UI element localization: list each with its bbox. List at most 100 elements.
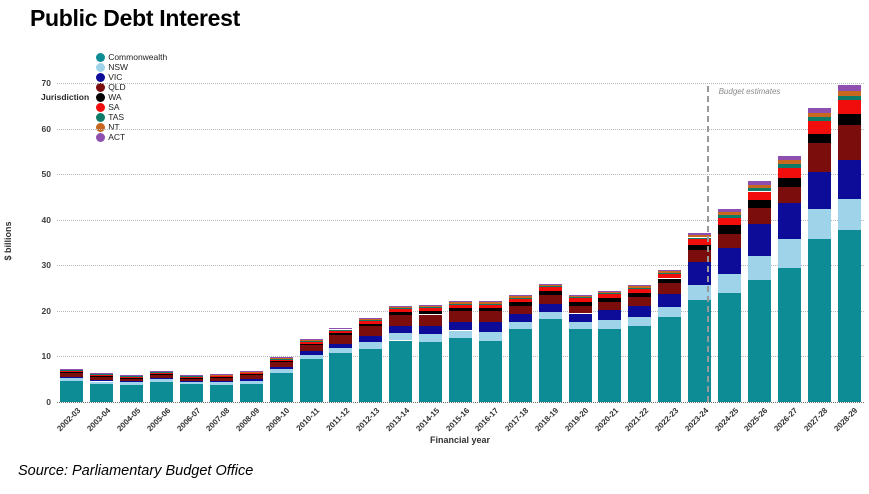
- bar-segment-2027-28-act: [807, 107, 831, 113]
- bar-segment-2022-23-nt: [658, 271, 682, 273]
- bar-segment-2020-21-tas: [598, 292, 622, 294]
- y-tick-label: 0: [46, 397, 51, 407]
- bar-segment-2009-10-wa: [269, 361, 293, 363]
- bar-segment-2017-18-act: [508, 295, 532, 297]
- bar-segment-2013-14-commonwealth: [389, 340, 413, 402]
- bar-segment-2017-18-tas: [508, 297, 532, 299]
- legend-item-label: SA: [108, 102, 120, 112]
- bar-segment-2021-22-sa: [628, 289, 652, 294]
- x-tick-label: 2019-20: [563, 406, 591, 434]
- x-tick-label: 2011-12: [324, 406, 352, 433]
- bar-segment-2026-27-act: [777, 155, 801, 161]
- bar-segment-2026-27-qld: [777, 186, 801, 204]
- legend-item-commonwealth: Commonwealth: [96, 52, 167, 62]
- bar-segment-2008-09-commonwealth: [239, 383, 263, 402]
- bar-segment-2021-22-wa: [628, 293, 652, 298]
- bar-segment-2010-11-vic: [299, 351, 323, 355]
- bar-segment-2007-08-qld: [209, 377, 233, 381]
- bar-segment-2005-06-commonwealth: [150, 381, 174, 402]
- bar-segment-2017-18-wa: [508, 301, 532, 306]
- bar-segment-2011-12-qld: [329, 335, 353, 344]
- bar-segment-2006-07-qld: [180, 378, 203, 381]
- bar-segment-2028-29-tas: [837, 95, 861, 101]
- bar-segment-2011-12-nsw: [329, 348, 353, 354]
- bar-segment-2021-22-nsw: [628, 317, 652, 327]
- bar-segment-2003-04-nt: [90, 373, 114, 374]
- bar-segment-2014-15-sa: [419, 308, 443, 312]
- budget-estimates-label: Budget estimates: [718, 87, 781, 96]
- bar-segment-2012-13-act: [359, 317, 383, 319]
- bar-segment-2028-29-wa: [837, 114, 861, 125]
- legend-swatch-icon: [96, 122, 106, 132]
- bar-segment-2020-21-nt: [598, 291, 622, 293]
- bar-segment-2011-12-sa: [329, 330, 353, 334]
- legend-item-sa: SA: [96, 102, 167, 112]
- bar-segment-2025-26-sa: [747, 191, 771, 201]
- bar-segment-2028-29-nsw: [837, 198, 861, 230]
- bar-segment-2005-06-sa: [150, 372, 174, 374]
- bar-segment-2028-29-nt: [837, 90, 861, 96]
- y-tick-label: 70: [41, 78, 51, 88]
- y-axis-title: $ billions: [3, 221, 13, 261]
- bar-segment-2016-17-commonwealth: [478, 340, 502, 402]
- legend-item-label: NT: [108, 122, 120, 132]
- bar-segment-2015-16-wa: [449, 307, 472, 312]
- bar-segment-2011-12-vic: [329, 343, 353, 349]
- bar-segment-2003-04-qld: [90, 376, 114, 381]
- bar-segment-2002-03-nt: [60, 369, 84, 371]
- bar-segment-2024-25-qld: [718, 234, 741, 248]
- bar-segment-2010-11-nsw: [299, 354, 323, 360]
- legend-items: Commonwealth NSW VIC QLD WA SA TAS NT ACT: [96, 52, 174, 142]
- bar-segment-2002-03-commonwealth: [60, 380, 84, 402]
- bar-segment-2017-18-vic: [508, 314, 532, 322]
- page-title: Public Debt Interest: [30, 5, 240, 31]
- bar-segment-2005-06-nt: [150, 371, 174, 372]
- x-tick-label: 2024-25: [712, 406, 740, 434]
- x-tick-label: 2006-07: [174, 406, 202, 434]
- bar-segment-2012-13-nt: [359, 318, 383, 320]
- bar-segment-2011-12-commonwealth: [329, 353, 353, 402]
- bar-segment-2010-11-qld: [299, 345, 323, 351]
- bar-segment-2007-08-tas: [209, 375, 233, 376]
- bar-segment-2027-28-nt: [807, 112, 831, 118]
- bar-segment-2010-11-tas: [299, 340, 323, 342]
- bar-segment-2002-03-nsw: [60, 378, 84, 381]
- bar-segment-2023-24-qld: [688, 250, 712, 262]
- bar-segment-2016-17-nt: [478, 302, 502, 304]
- x-tick-label: 2014-15: [413, 406, 441, 434]
- bar-segment-2021-22-tas: [628, 287, 652, 289]
- bar-segment-2021-22-vic: [628, 305, 652, 318]
- bar-segment-2014-15-vic: [419, 325, 443, 334]
- bar-segment-2005-06-tas: [150, 371, 174, 373]
- bar-segment-2026-27-vic: [777, 203, 801, 240]
- bar-segment-2020-21-act: [598, 290, 622, 292]
- bar-segment-2008-09-sa: [239, 372, 263, 375]
- bar-segment-2021-22-nt: [628, 286, 652, 288]
- legend-swatch-icon: [96, 72, 106, 82]
- bar-segment-2005-06-wa: [150, 374, 174, 375]
- bar-segment-2025-26-act: [747, 181, 771, 185]
- bar-segment-2013-14-qld: [389, 315, 413, 326]
- bar-segment-2023-24-sa: [688, 239, 712, 245]
- bar-segment-2024-25-sa: [718, 217, 741, 226]
- bar-segment-2006-07-commonwealth: [180, 384, 203, 402]
- x-tick-label: 2028-29: [832, 406, 860, 434]
- bar-segment-2018-19-nsw: [538, 311, 562, 320]
- bar-segment-2011-12-nt: [329, 328, 353, 330]
- x-tick-label: 2013-14: [383, 406, 412, 434]
- bar-segment-2026-27-sa: [777, 168, 801, 179]
- bar-segment-2024-25-commonwealth: [718, 293, 741, 402]
- bar-segment-2008-09-wa: [239, 374, 263, 376]
- bar-segment-2003-04-sa: [90, 374, 114, 377]
- bar-segment-2020-21-nsw: [598, 320, 622, 330]
- x-tick-label: 2020-21: [593, 406, 621, 434]
- gridline-40: [57, 219, 864, 221]
- bar-segment-2012-13-qld: [359, 326, 383, 337]
- bar-segment-2015-16-vic: [449, 322, 472, 331]
- bar-segment-2018-19-vic: [538, 304, 562, 312]
- bar-segment-2025-26-commonwealth: [747, 279, 771, 402]
- y-tick-label: 10: [41, 351, 51, 362]
- bar-segment-2016-17-qld: [478, 311, 502, 322]
- bar-segment-2026-27-nt: [777, 160, 801, 165]
